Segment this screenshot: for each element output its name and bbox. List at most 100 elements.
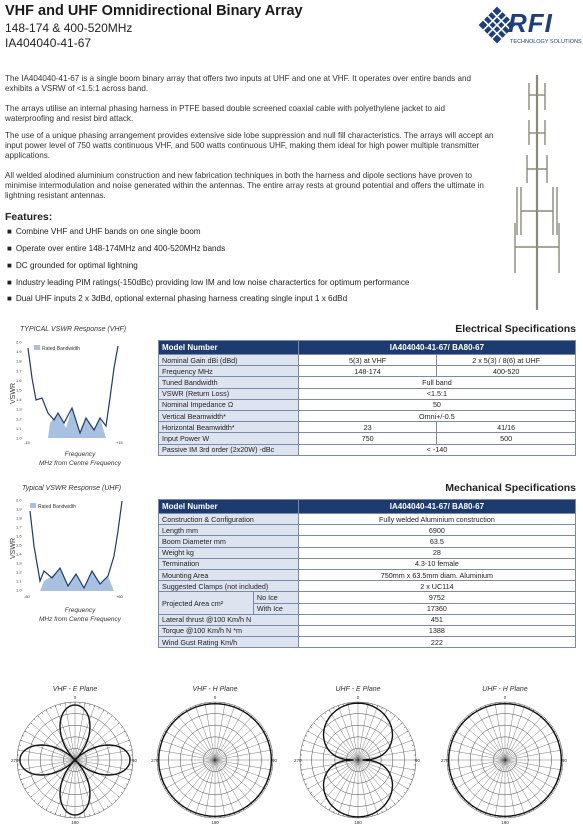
rated-bandwidth-area <box>48 408 106 438</box>
feature-item: Operate over entire 148-174MHz and 400-5… <box>7 244 225 253</box>
row-label: Lateral thrust @100 Km/h N <box>158 613 299 626</box>
row-value: 148-174 <box>297 365 438 378</box>
polar-plot-title: VHF - H Plane <box>192 686 238 693</box>
y-tick-label: 2.0 <box>16 498 22 503</box>
y-tick-label: 1.9 <box>16 507 22 512</box>
logo-globe-icon <box>478 6 516 44</box>
table-row: VSWR (Return Loss) <1.5:1 <box>158 387 577 400</box>
y-tick-label: 1.8 <box>16 359 22 364</box>
angle-label: 180 <box>211 820 219 825</box>
row-value: 1388 <box>297 624 577 638</box>
row-value: Fully welded Aluminium construction <box>297 512 577 526</box>
vswr-vhf-xlabel2: MHz from Centre Frequency <box>39 460 121 467</box>
vswr-uhf-xlabel2: MHz from Centre Frequency <box>39 616 121 623</box>
page-title: VHF and UHF Omnidirectional Binary Array <box>5 3 303 19</box>
table-row: Tuned Bandwidth Full band <box>158 376 577 389</box>
vswr-vhf-xlabel: Frequency <box>64 451 96 458</box>
vswr-uhf-curve <box>29 500 123 590</box>
y-tick-label: 1.4 <box>16 552 22 557</box>
radiation-pattern <box>322 702 394 818</box>
vhf-yticks: 2.0 1.9 1.8 1.7 1.6 1.5 1.4 1.3 1.2 1.1 1.0 <box>16 340 22 441</box>
row-label: Frequency MHz <box>158 365 299 378</box>
electrical-spec-title: Electrical Specifications <box>455 323 576 335</box>
y-tick-label: 1.2 <box>16 570 22 575</box>
row-label: Vertical Beamwidth* <box>158 409 299 423</box>
table-row: Frequency MHz 148-174 400-520 <box>158 365 576 378</box>
legend-swatch <box>34 345 40 350</box>
table-row: Passive IM 3rd order (2x20W) -dBc < -140 <box>158 443 577 456</box>
polar-plot: 0 90 180 270 <box>441 695 567 825</box>
row-value: Omni+/-0.5 <box>297 409 577 423</box>
logo-tagline: TECHNOLOGY SOLUTIONS <box>510 39 582 45</box>
row-value: 451 <box>297 613 577 626</box>
header-cell: Model Number <box>158 499 299 514</box>
table-header-row: Model Number IA404040-41-67/ BA80-67 <box>158 499 577 514</box>
frequency-subtitle: 148-174 & 400-520MHz <box>5 21 133 35</box>
row-label: Boom Diameter mm <box>158 535 299 548</box>
row-sublabel: No Ice <box>252 591 299 604</box>
uhf-xmax: +60 <box>116 594 124 599</box>
header-cell: IA404040-41-67/ BA80-67 <box>297 499 577 514</box>
legend-label: Rated Bandwidth <box>42 346 80 352</box>
y-tick-label: 1.5 <box>16 388 22 393</box>
table-row: Boom Diameter mm 63.5 <box>158 535 577 548</box>
table-row: Weight kg 28 <box>158 546 577 559</box>
row-label: Mounting Area <box>158 568 299 582</box>
angle-label: 270 <box>151 758 159 763</box>
row-value: 4.3-10 female <box>297 557 577 570</box>
y-tick-label: 1.3 <box>16 407 22 412</box>
angle-label: 0 <box>357 695 360 700</box>
description-paragraph-2: The arrays utilise an internal phasing h… <box>5 104 446 124</box>
table-row: Nominal Impedance Ω 50 <box>158 398 577 411</box>
mechanical-spec-title: Mechanical Specifications <box>445 482 576 494</box>
row-value: < -140 <box>297 443 577 456</box>
vswr-vhf-title: TYPICAL VSWR Response (VHF) <box>20 326 127 333</box>
row-label: Construction & Configuration <box>158 512 299 526</box>
row-value: 5(3) at VHF <box>297 353 438 367</box>
polar-plot: 0 90 180 270 <box>294 695 420 825</box>
table-row: Wind Gust Rating Km/h 222 <box>158 636 577 649</box>
row-value: 500 <box>436 432 576 445</box>
row-value: Full band <box>297 376 577 389</box>
vhf-xmin: -15 <box>24 440 31 445</box>
polar-plot-title: UHF - E Plane <box>335 686 381 693</box>
row-label: Passive IM 3rd order (2x20W) -dBc <box>158 443 299 456</box>
vswr-uhf-xlabel: Frequency <box>64 607 96 614</box>
table-row: Horizontal Beamwidth* 23 41/16 <box>158 421 576 434</box>
y-tick-label: 1.5 <box>16 543 22 548</box>
row-value: 400-520 <box>436 365 576 378</box>
table-row: Mounting Area 750mm x 63.5mm diam. Alumin… <box>158 568 577 582</box>
table-row: Suggested Clamps (not included) 2 x UC114 <box>158 580 577 593</box>
row-value: 63.5 <box>297 535 577 548</box>
y-tick-label: 1.6 <box>16 378 22 383</box>
polar-plot-title: VHF - E Plane <box>52 686 98 693</box>
vhf-xmax: +15 <box>116 440 124 445</box>
angle-label: 180 <box>71 820 79 825</box>
vswr-vhf-chart: Rated Bandwidth 2.0 1.9 1.8 1.7 1.6 1.5 1.4 1.3… <box>16 340 124 446</box>
table-row: Length mm 6900 <box>158 524 577 537</box>
row-label: Tuned Bandwidth <box>158 376 299 389</box>
feature-item: Industry leading PIM ratings(-150dBc) pr… <box>7 278 410 287</box>
polar-plot: 0 90 180 270 <box>151 695 278 825</box>
polar-plot-title: UHF - H Plane <box>482 686 528 693</box>
table-row: Vertical Beamwidth* Omni+/-0.5 <box>158 409 577 423</box>
model-subtitle: IA404040-41-67 <box>5 36 92 50</box>
row-label: Input Power W <box>158 432 299 445</box>
angle-label: 180 <box>501 820 509 825</box>
description-paragraph-1: The IA404040-41-67 is a single boom bina… <box>5 74 471 94</box>
y-tick-label: 1.6 <box>16 534 22 539</box>
row-value: 17360 <box>297 602 577 615</box>
y-tick-label: 2.0 <box>16 340 22 345</box>
row-label: Length mm <box>158 524 299 537</box>
mechanical-spec-table: Model Number IA404040-41-67/ BA80-67 Con… <box>158 499 577 649</box>
angle-label: 270 <box>441 758 449 763</box>
table-row: Projected Area cm² No Ice 9752 <box>158 591 577 615</box>
polar-plot: 0 90 180 270 <box>11 695 137 825</box>
angle-label: 270 <box>294 758 302 763</box>
row-label: Weight kg <box>158 546 299 559</box>
table-row: With Ice 17360 <box>159 602 577 615</box>
angle-label: 0 <box>74 695 77 700</box>
header-cell: Model Number <box>158 340 299 355</box>
logo-text: RFI <box>508 8 553 38</box>
angle-label: 90 <box>272 758 278 763</box>
